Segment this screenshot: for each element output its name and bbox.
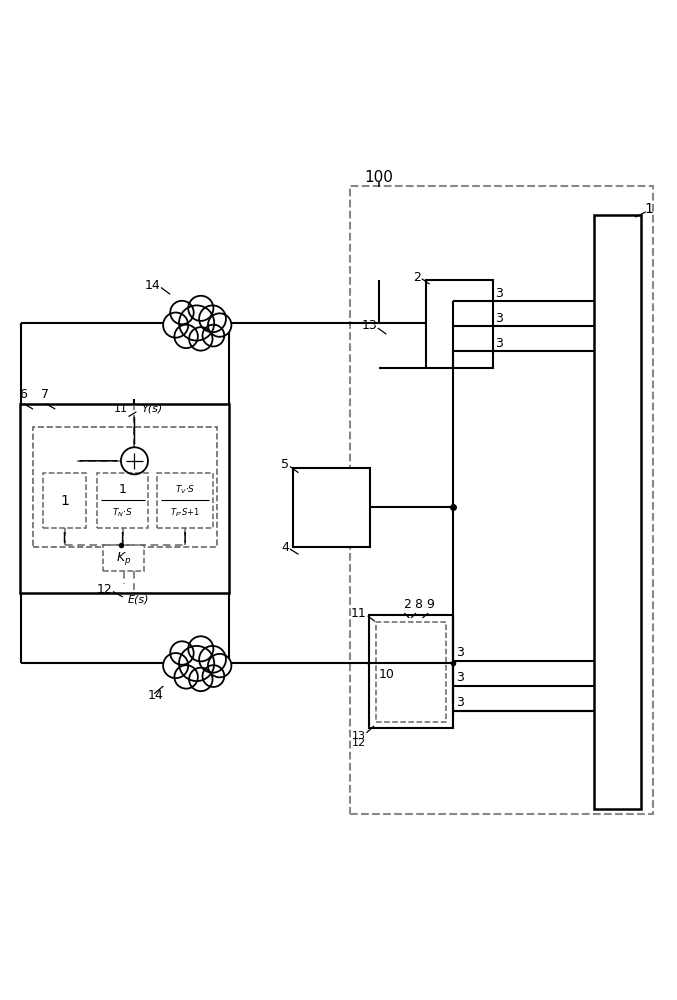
- Bar: [292, 468, 370, 547]
- Text: 1: 1: [60, 494, 69, 508]
- Text: 100: 100: [365, 170, 393, 185]
- Text: 6: 6: [20, 388, 28, 401]
- Text: $T_P{\cdot}S{+}1$: $T_P{\cdot}S{+}1$: [170, 507, 200, 519]
- Bar: [20, 404, 229, 593]
- Bar: [33, 427, 217, 547]
- Text: 2: 2: [403, 598, 411, 611]
- Text: 14: 14: [148, 689, 164, 702]
- Text: 3: 3: [456, 646, 464, 659]
- Bar: [158, 473, 213, 528]
- Text: Y(s): Y(s): [141, 404, 162, 414]
- Text: $T_N{\cdot}S$: $T_N{\cdot}S$: [112, 507, 133, 519]
- Bar: [427, 280, 493, 368]
- Text: 5: 5: [281, 458, 289, 471]
- Bar: [97, 473, 148, 528]
- Text: 3: 3: [456, 696, 464, 709]
- Bar: [594, 215, 641, 809]
- Text: 3: 3: [496, 312, 503, 325]
- Text: E(s): E(s): [128, 595, 149, 605]
- Bar: [350, 186, 653, 814]
- Text: 3: 3: [496, 337, 503, 350]
- Bar: [43, 473, 87, 528]
- Text: 11: 11: [351, 607, 367, 620]
- Text: $T_V{\cdot}S$: $T_V{\cdot}S$: [175, 483, 195, 496]
- Bar: [104, 545, 144, 571]
- Text: 1: 1: [645, 202, 653, 216]
- Text: 13: 13: [351, 731, 366, 741]
- Bar: [369, 615, 454, 728]
- Text: 3: 3: [496, 287, 503, 300]
- Text: 9: 9: [427, 598, 434, 611]
- Text: 1: 1: [118, 483, 127, 496]
- Text: 12: 12: [351, 738, 366, 748]
- Text: 4: 4: [282, 541, 289, 554]
- Bar: [376, 622, 446, 722]
- Text: 12: 12: [96, 583, 112, 596]
- Text: 14: 14: [144, 279, 160, 292]
- Text: 3: 3: [456, 671, 464, 684]
- Text: 10: 10: [379, 668, 395, 681]
- Text: 2: 2: [413, 271, 421, 284]
- Text: $K_p$: $K_p$: [116, 550, 131, 567]
- Text: 8: 8: [414, 598, 422, 611]
- Text: 11: 11: [114, 404, 128, 414]
- Text: 7: 7: [41, 388, 49, 401]
- Text: 13: 13: [362, 319, 377, 332]
